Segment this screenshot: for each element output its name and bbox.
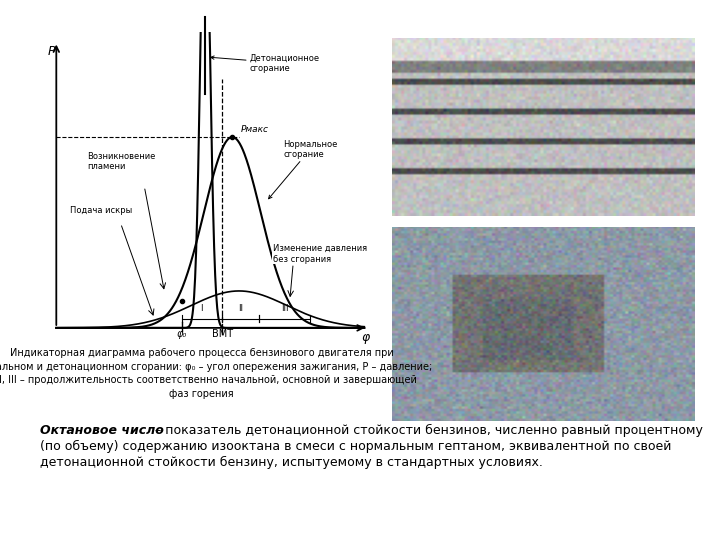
Text: Индикаторная диаграмма рабочего процесса бензинового двигателя при: Индикаторная диаграмма рабочего процесса… [10,348,393,359]
Text: Подача искры: Подача искры [70,206,132,215]
Text: II: II [238,304,243,313]
Text: Нормальное
сгорание: Нормальное сгорание [269,140,338,199]
Text: φ₀: φ₀ [176,329,186,339]
Text: детонационной стойкости бензину, испытуемому в стандартных условиях.: детонационной стойкости бензину, испытуе… [40,456,542,469]
Text: Pмакс: Pмакс [240,125,269,134]
Text: φ: φ [361,331,369,344]
Text: I, II, III – продолжительность соответственно начальной, основной и завершающей: I, II, III – продолжительность соответст… [0,375,417,386]
Text: Возникновение
пламени: Возникновение пламени [87,152,155,171]
Text: ВМТ: ВМТ [212,329,233,339]
Text: I: I [201,304,203,313]
Text: фаз горения: фаз горения [169,389,234,399]
Text: (по объему) содержанию изооктана в смеси с нормальным гептаном, эквивалентной по: (по объему) содержанию изооктана в смеси… [40,440,671,453]
Text: III: III [281,304,289,313]
Text: – показатель детонационной стойкости бензинов, численно равный процентному: – показатель детонационной стойкости бен… [151,424,703,437]
Text: P: P [48,45,55,58]
Text: Детонационное
сгорание: Детонационное сгорание [211,53,319,73]
Text: Изменение давления
без сгорания: Изменение давления без сгорания [273,244,367,264]
Text: Октановое число: Октановое число [40,424,163,437]
Text: нормальном и детонационном сгорании: φ₀ – угол опережения зажигания, P – давлени: нормальном и детонационном сгорании: φ₀ … [0,362,433,372]
